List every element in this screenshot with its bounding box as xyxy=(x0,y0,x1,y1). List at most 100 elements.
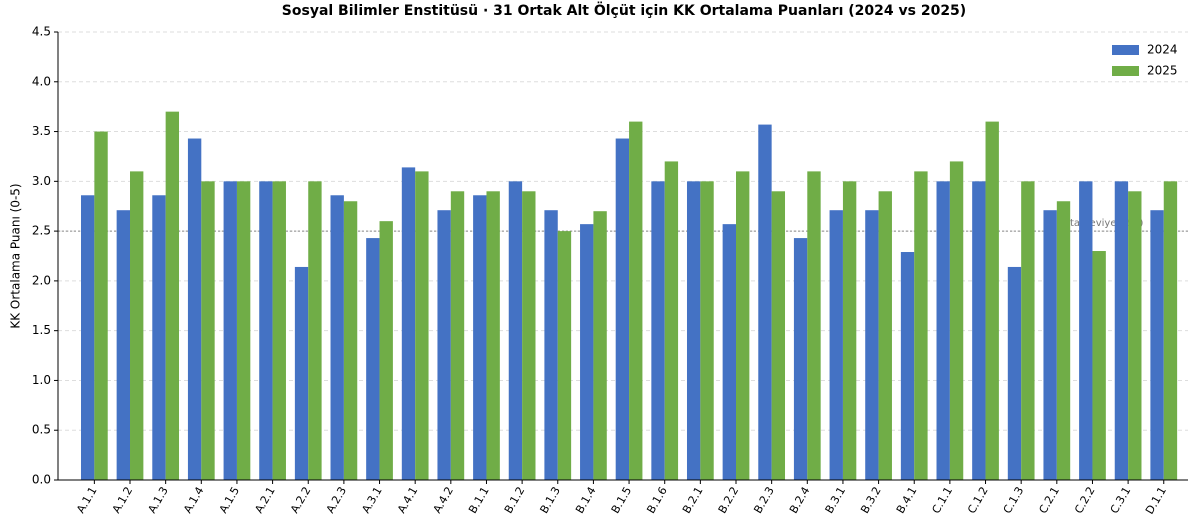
bar xyxy=(272,181,286,481)
y-axis-label: KK Ortalama Puanı (0-5) xyxy=(9,183,23,328)
x-tick-label: A.3.1 xyxy=(359,485,384,516)
bar xyxy=(1150,210,1164,480)
bar xyxy=(1114,181,1129,481)
x-tick-label: B.2.4 xyxy=(787,485,813,516)
bar xyxy=(580,224,594,480)
x-tick-label: A.2.2 xyxy=(288,485,313,516)
y-tick-label: 4.0 xyxy=(32,74,51,88)
bar xyxy=(1043,210,1057,480)
bar xyxy=(415,171,429,480)
bar xyxy=(651,181,665,481)
bar xyxy=(294,266,309,480)
y-tick-label: 2.0 xyxy=(32,273,51,287)
bar xyxy=(450,191,465,481)
bar xyxy=(330,195,344,480)
bar xyxy=(722,224,736,480)
legend-label: 2025 xyxy=(1147,64,1178,78)
bar xyxy=(544,210,558,480)
chart-title: Sosyal Bilimler Enstitüsü · 31 Ortak Alt… xyxy=(282,1,966,19)
x-tick-label: B.2.1 xyxy=(680,485,706,516)
bar xyxy=(401,167,416,480)
x-tick-label: B.2.2 xyxy=(716,485,742,516)
bar xyxy=(165,111,180,481)
x-tick-label: A.2.3 xyxy=(324,485,349,516)
bar xyxy=(793,238,808,480)
x-tick-label: C.2.2 xyxy=(1072,485,1098,516)
bar xyxy=(557,231,572,480)
x-tick-label: B.2.3 xyxy=(751,485,777,516)
bar xyxy=(664,161,679,480)
x-tick-label: D.1.1 xyxy=(1143,485,1169,517)
y-tick-label: 0.0 xyxy=(32,473,51,487)
legend-swatch xyxy=(1112,66,1139,76)
bar xyxy=(187,138,202,480)
bar xyxy=(236,181,251,481)
x-tick-label: C.2.1 xyxy=(1036,485,1062,516)
x-tick-label: A.4.2 xyxy=(431,485,456,516)
bar xyxy=(1007,266,1022,480)
bar xyxy=(758,124,772,480)
bar xyxy=(842,181,857,481)
x-tick-label: A.1.5 xyxy=(217,485,242,516)
bar xyxy=(878,191,892,481)
x-tick-label: C.1.3 xyxy=(1001,484,1027,515)
bar xyxy=(1092,251,1106,480)
y-tick-label: 0.5 xyxy=(32,423,51,437)
bar xyxy=(972,181,986,481)
bar xyxy=(130,171,144,480)
y-tick-label: 3.5 xyxy=(32,124,51,138)
bar xyxy=(80,195,95,480)
x-tick-label: B.1.1 xyxy=(466,484,492,515)
bar xyxy=(807,171,821,480)
y-tick-label: 4.5 xyxy=(32,25,51,39)
x-tick-label: A.4.1 xyxy=(395,485,420,516)
bar xyxy=(508,181,523,481)
x-tick-label: A.1.3 xyxy=(145,485,170,516)
reference-label: Orta Seviye (2.5) xyxy=(1058,218,1143,229)
x-tick-label: B.3.1 xyxy=(823,485,849,516)
bar xyxy=(936,181,950,481)
bar xyxy=(985,121,999,480)
bar xyxy=(900,252,915,480)
x-tick-label: C.1.2 xyxy=(965,485,991,516)
bar xyxy=(116,210,131,480)
x-tick-label: B.4.1 xyxy=(894,485,920,516)
bar xyxy=(700,181,714,481)
legend-label: 2024 xyxy=(1147,43,1178,57)
bar xyxy=(259,181,273,481)
bar xyxy=(437,210,451,480)
y-tick-label: 3.0 xyxy=(32,174,51,188)
bar xyxy=(486,191,500,481)
bar xyxy=(1021,181,1035,481)
bar xyxy=(1056,201,1071,480)
bar xyxy=(1079,181,1093,481)
x-tick-label: B.1.5 xyxy=(609,485,635,516)
x-tick-label: B.1.3 xyxy=(537,485,563,516)
x-tick-label: B.1.4 xyxy=(573,485,599,516)
bar xyxy=(152,195,166,480)
y-tick-label: 1.0 xyxy=(32,373,51,387)
x-tick-label: A.1.4 xyxy=(181,485,206,516)
bar xyxy=(366,238,380,480)
bar xyxy=(914,171,928,480)
bar xyxy=(829,210,843,480)
x-tick-label: A.1.2 xyxy=(110,485,135,516)
bar xyxy=(1128,191,1142,481)
y-tick-label: 2.5 xyxy=(32,224,51,238)
x-tick-label: B.1.6 xyxy=(644,485,670,516)
x-tick-label: A.2.1 xyxy=(252,485,277,516)
bar xyxy=(629,121,643,480)
bar xyxy=(343,201,358,480)
x-tick-label: B.1.2 xyxy=(502,485,528,516)
bar xyxy=(473,195,487,480)
bar xyxy=(94,131,108,481)
bar xyxy=(686,181,701,481)
x-tick-label: B.3.2 xyxy=(858,485,884,516)
bar xyxy=(865,210,879,480)
y-tick-label: 1.5 xyxy=(32,323,51,337)
legend-swatch xyxy=(1112,45,1139,55)
bar xyxy=(593,211,607,480)
bar xyxy=(1163,181,1178,481)
bar xyxy=(308,181,322,481)
